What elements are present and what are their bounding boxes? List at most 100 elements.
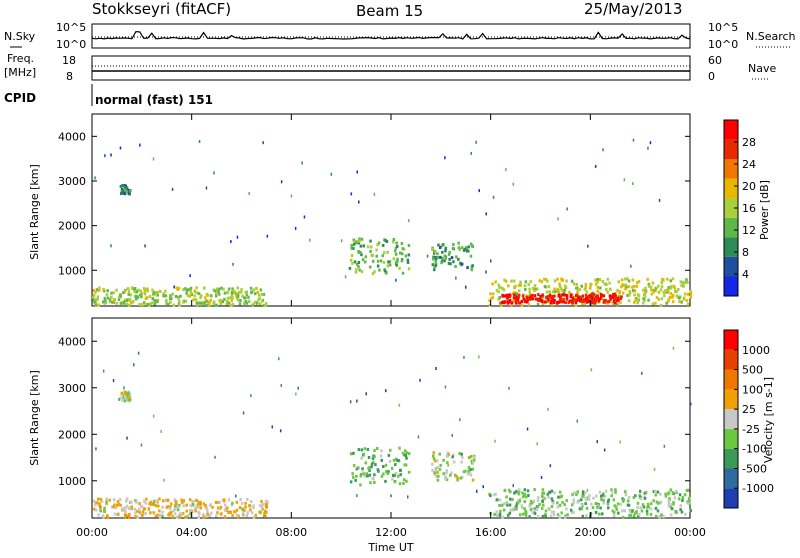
velocity-cell <box>626 503 630 507</box>
power-cell <box>585 298 588 302</box>
velocity-cell <box>231 514 234 517</box>
power-cell <box>574 298 577 302</box>
velocity-scatter-cell <box>118 397 120 401</box>
power-cell <box>356 262 359 266</box>
power-cell <box>642 301 645 305</box>
power-cell <box>457 241 460 245</box>
velocity-cell <box>503 502 506 506</box>
velocity-cell <box>523 507 526 511</box>
power-scatter-cell <box>485 270 487 274</box>
velocity-cell <box>602 498 605 502</box>
velocity-cell <box>112 498 116 502</box>
velocity-cell <box>667 498 670 502</box>
velocity-cell <box>526 489 530 493</box>
velocity-cell <box>141 513 144 517</box>
velocity-cell <box>127 515 131 519</box>
velocity-cell <box>462 470 466 474</box>
velocity-colorbar-tick-label: -100 <box>742 443 767 456</box>
power-cell <box>439 246 442 249</box>
power-cell <box>407 267 411 271</box>
power-cell <box>488 303 492 307</box>
velocity-cell <box>464 469 467 473</box>
velocity-cell <box>621 515 625 519</box>
velocity-cell <box>377 469 380 473</box>
power-cell <box>563 288 566 292</box>
power-cell <box>172 303 176 307</box>
power-scatter-cell <box>465 285 467 289</box>
velocity-cell <box>588 494 591 498</box>
velocity-cell <box>113 512 117 516</box>
power-cell <box>525 300 529 304</box>
power-cell <box>395 260 398 264</box>
power-cell <box>548 294 552 298</box>
power-cell <box>199 296 202 300</box>
power-cell <box>152 291 156 295</box>
velocity-cell <box>531 501 534 505</box>
power-cell <box>537 293 540 297</box>
power-cell <box>143 289 146 293</box>
power-cell <box>673 286 676 290</box>
velocity-cell <box>382 465 385 468</box>
power-cell <box>613 298 617 301</box>
power-cell <box>599 286 602 290</box>
power-cell <box>443 259 446 263</box>
power-cell <box>236 293 240 297</box>
velocity-cell <box>138 507 141 511</box>
velocity-cell <box>399 468 402 472</box>
power-cell <box>565 294 569 298</box>
velocity-cell <box>683 493 687 497</box>
velocity-cell <box>144 501 147 505</box>
power-scatter-cell <box>294 226 297 230</box>
velocity-cell <box>509 508 513 512</box>
power-cell <box>257 298 260 302</box>
power-cell <box>260 299 264 303</box>
power-cell <box>137 288 140 292</box>
velocity-cell <box>679 504 682 508</box>
velocity-cell <box>654 506 658 510</box>
velocity-cell <box>216 511 219 515</box>
velocity-cell <box>357 448 361 452</box>
velocity-cell <box>161 514 164 518</box>
velocity-cell <box>99 497 103 501</box>
power-cell <box>194 298 198 302</box>
velocity-cell <box>350 452 353 456</box>
velocity-cell <box>264 509 267 513</box>
power-cell <box>223 297 226 301</box>
power-colorbar-segment <box>724 198 738 218</box>
velocity-cell <box>652 499 655 503</box>
velocity-cell <box>224 503 227 507</box>
power-cell <box>399 251 402 255</box>
velocity-cell <box>571 503 574 507</box>
velocity-cell <box>172 509 175 513</box>
power-cell <box>376 243 379 247</box>
power-cell <box>215 287 219 291</box>
velocity-cell <box>390 466 394 470</box>
velocity-cell <box>376 447 379 450</box>
power-cell <box>96 297 99 301</box>
velocity-cell <box>99 509 102 513</box>
velocity-cell <box>141 510 145 514</box>
power-cell <box>437 256 440 259</box>
velocity-cell <box>157 504 160 508</box>
power-scatter-cell <box>566 207 568 211</box>
power-cell <box>632 284 636 288</box>
velocity-cell <box>619 502 622 506</box>
power-cell <box>198 301 201 305</box>
velocity-cell <box>687 488 690 492</box>
velocity-scatter-cell <box>102 369 105 373</box>
velocity-cell <box>521 512 525 516</box>
power-cell <box>254 300 257 304</box>
velocity-cell <box>101 514 105 518</box>
power-cell <box>649 285 653 289</box>
velocity-scatter-cell <box>526 427 529 431</box>
velocity-cell <box>649 507 653 511</box>
velocity-cell <box>590 502 593 506</box>
velocity-scatter-cell <box>242 411 245 415</box>
velocity-scatter-cell <box>398 403 401 407</box>
velocity-cell <box>124 506 127 510</box>
velocity-cell <box>438 452 441 456</box>
velocity-cell <box>145 497 148 501</box>
velocity-cell <box>149 511 152 515</box>
velocity-cell <box>130 505 133 509</box>
